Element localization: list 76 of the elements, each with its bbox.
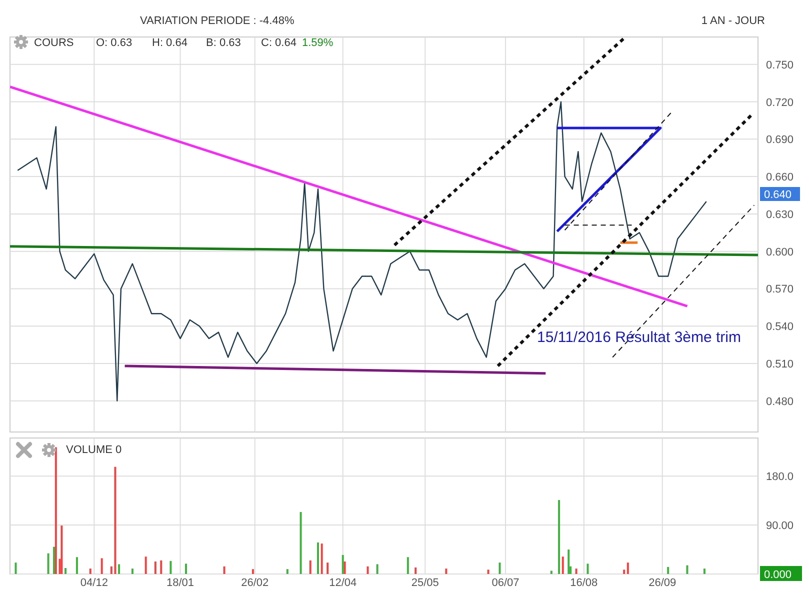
y-tick-label: 0.000 <box>764 569 792 581</box>
bar <box>286 569 288 574</box>
bar <box>586 564 589 574</box>
bar <box>64 568 66 574</box>
y-tick-label: 0.750 <box>766 59 794 72</box>
x-tick-label: 16/08 <box>570 577 598 589</box>
bar <box>53 546 55 574</box>
bar <box>160 560 162 574</box>
annotation: COURS <box>34 37 74 49</box>
text: 0.640 <box>764 189 792 201</box>
bar <box>487 570 490 574</box>
bar <box>60 526 63 574</box>
annotation: O: 0.63 <box>96 37 132 49</box>
x-tick-label: 18/01 <box>166 577 194 589</box>
x-tick-label: 26/09 <box>648 577 676 589</box>
bar <box>414 567 417 574</box>
bar <box>144 556 147 574</box>
annotation: 1.59% <box>302 37 334 49</box>
bar <box>568 550 570 574</box>
bar <box>366 566 369 574</box>
bar <box>376 564 378 574</box>
bar <box>170 560 172 574</box>
bar <box>317 542 319 574</box>
bar <box>686 565 688 574</box>
y-tick-label: 0.600 <box>766 246 794 258</box>
text: VARIATION PERIODE : -4.48% <box>140 15 294 27</box>
x-tick-label: 25/05 <box>411 577 439 589</box>
y-tick-label: 180.0 <box>766 471 794 484</box>
bar <box>309 560 312 574</box>
bar <box>342 554 344 574</box>
x-tick-label: 26/02 <box>241 577 269 589</box>
bar <box>326 562 329 574</box>
y-tick-label: 0.540 <box>766 321 794 334</box>
y-tick-label: 0.510 <box>766 358 794 370</box>
bar <box>185 564 187 574</box>
bar <box>550 570 552 574</box>
bar <box>623 570 626 574</box>
bar <box>344 561 346 574</box>
annotation: H: 0.64 <box>152 37 188 49</box>
bar <box>575 568 578 574</box>
bar <box>114 466 116 574</box>
bar <box>118 564 120 574</box>
bar <box>252 569 254 574</box>
x-tick-label: 12/04 <box>329 577 357 589</box>
bar <box>300 512 302 574</box>
y-tick-label: 0.720 <box>766 96 794 109</box>
bar <box>626 562 629 574</box>
y-tick-label: 0.690 <box>766 134 794 146</box>
bar <box>76 557 78 574</box>
y-tick-label: 0.630 <box>766 208 794 221</box>
bar <box>154 561 156 574</box>
bar <box>558 500 560 574</box>
y-tick-label: 0.660 <box>766 172 794 184</box>
bar <box>47 553 50 574</box>
bar <box>498 562 501 574</box>
bar <box>445 568 448 574</box>
y-tick-label: 90.00 <box>766 520 794 532</box>
bar <box>223 566 226 574</box>
bar <box>562 556 564 574</box>
bar <box>89 568 92 574</box>
bar <box>667 566 670 574</box>
y-tick-label: 0.480 <box>766 396 794 408</box>
bar <box>320 544 323 574</box>
annotation: B: 0.63 <box>206 37 241 49</box>
x-tick-label: 04/12 <box>80 577 108 589</box>
annotation: 15/11/2016 Résultat 3ème trim <box>537 329 742 346</box>
annotation: VOLUME 0 <box>66 444 122 456</box>
bar <box>703 568 706 574</box>
text: 1 AN - JOUR <box>701 15 766 27</box>
bar <box>54 447 57 574</box>
bar <box>406 557 409 574</box>
y-tick-label: 0.570 <box>766 284 794 296</box>
bar <box>131 568 134 574</box>
x-tick-label: 06/07 <box>492 577 520 589</box>
annotation: C: 0.64 <box>261 37 296 49</box>
bar <box>100 558 103 574</box>
